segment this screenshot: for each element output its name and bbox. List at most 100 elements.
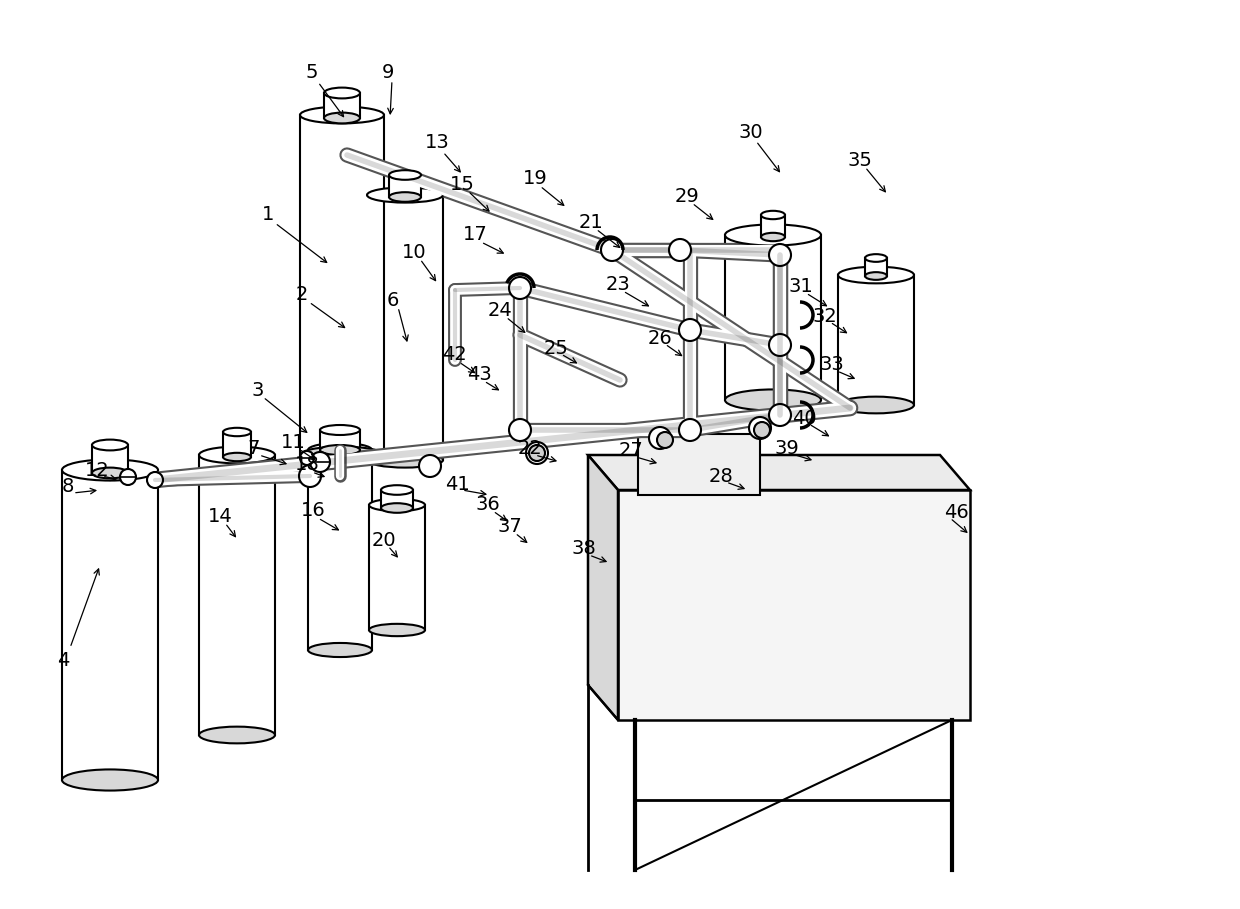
Text: 15: 15 [450, 175, 475, 194]
Text: 24: 24 [487, 301, 512, 319]
Text: 14: 14 [207, 507, 232, 526]
Circle shape [601, 239, 622, 261]
Text: 33: 33 [820, 355, 844, 375]
Ellipse shape [320, 425, 360, 435]
Ellipse shape [866, 272, 887, 280]
Ellipse shape [838, 396, 914, 414]
Circle shape [419, 455, 441, 477]
Polygon shape [389, 175, 422, 197]
Ellipse shape [300, 106, 384, 124]
Text: 11: 11 [280, 434, 305, 453]
Ellipse shape [62, 459, 157, 481]
Polygon shape [639, 434, 760, 495]
Polygon shape [62, 470, 157, 780]
Ellipse shape [92, 467, 128, 478]
Ellipse shape [300, 446, 384, 464]
Text: 9: 9 [382, 63, 394, 82]
Ellipse shape [389, 170, 422, 180]
Circle shape [680, 319, 701, 341]
Circle shape [649, 427, 671, 449]
Ellipse shape [320, 445, 360, 455]
Circle shape [120, 469, 136, 485]
Text: 23: 23 [605, 275, 630, 294]
Polygon shape [588, 455, 618, 720]
Text: 4: 4 [57, 651, 69, 670]
Circle shape [769, 244, 791, 266]
Ellipse shape [370, 499, 425, 511]
Text: 29: 29 [675, 186, 699, 205]
Polygon shape [588, 455, 970, 490]
Ellipse shape [866, 255, 887, 262]
Circle shape [508, 277, 531, 299]
Text: 30: 30 [739, 124, 764, 143]
Ellipse shape [381, 504, 413, 513]
Circle shape [680, 419, 701, 441]
Ellipse shape [324, 113, 360, 124]
Circle shape [657, 432, 673, 448]
Ellipse shape [308, 443, 372, 457]
Text: 42: 42 [441, 345, 466, 365]
Text: 17: 17 [463, 225, 487, 245]
Text: 6: 6 [387, 291, 399, 309]
Circle shape [299, 465, 321, 487]
Text: 41: 41 [445, 474, 470, 494]
Text: 46: 46 [944, 503, 968, 522]
Circle shape [508, 419, 531, 441]
Polygon shape [223, 432, 250, 457]
Ellipse shape [389, 192, 422, 202]
Text: 12: 12 [84, 461, 109, 480]
Polygon shape [308, 450, 372, 650]
Text: 3: 3 [252, 381, 264, 399]
Polygon shape [92, 445, 128, 473]
Ellipse shape [223, 428, 250, 436]
Polygon shape [618, 490, 970, 720]
Text: 26: 26 [647, 328, 672, 347]
Ellipse shape [725, 389, 821, 411]
Text: 32: 32 [812, 306, 837, 325]
Polygon shape [725, 235, 821, 400]
Ellipse shape [92, 440, 128, 450]
Polygon shape [838, 275, 914, 405]
Circle shape [310, 452, 330, 472]
Text: 19: 19 [522, 168, 547, 187]
Text: 27: 27 [619, 441, 644, 460]
Ellipse shape [761, 233, 785, 241]
Text: 2: 2 [296, 285, 309, 305]
Ellipse shape [370, 624, 425, 636]
Text: 39: 39 [775, 438, 800, 457]
Text: 8: 8 [62, 477, 74, 496]
Text: 10: 10 [402, 243, 427, 262]
Text: 28: 28 [708, 466, 733, 485]
Text: 37: 37 [497, 517, 522, 536]
Ellipse shape [367, 453, 443, 467]
Text: 36: 36 [476, 495, 501, 514]
Circle shape [754, 422, 770, 438]
Ellipse shape [198, 726, 275, 744]
Ellipse shape [838, 266, 914, 284]
Polygon shape [866, 258, 887, 276]
Ellipse shape [223, 453, 250, 461]
Circle shape [148, 472, 162, 488]
Polygon shape [324, 93, 360, 118]
Polygon shape [381, 490, 413, 508]
Text: 5: 5 [306, 63, 319, 82]
Ellipse shape [381, 485, 413, 494]
Ellipse shape [761, 211, 785, 219]
Polygon shape [300, 115, 384, 455]
Text: 21: 21 [579, 213, 604, 232]
Text: 31: 31 [789, 276, 813, 295]
Circle shape [769, 334, 791, 356]
Polygon shape [370, 505, 425, 630]
Polygon shape [761, 215, 785, 237]
Ellipse shape [62, 769, 157, 791]
Polygon shape [198, 455, 275, 735]
Ellipse shape [308, 643, 372, 657]
Text: 43: 43 [466, 365, 491, 385]
Text: 38: 38 [572, 540, 596, 558]
Text: 35: 35 [848, 151, 873, 169]
Circle shape [769, 404, 791, 426]
Text: 1: 1 [262, 205, 274, 225]
Text: 18: 18 [295, 455, 320, 474]
Ellipse shape [367, 187, 443, 203]
Text: 22: 22 [517, 438, 542, 457]
